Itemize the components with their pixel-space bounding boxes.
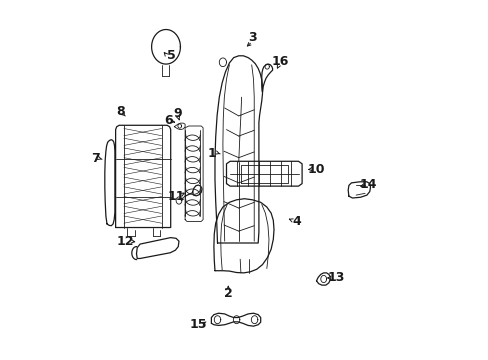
Text: 12: 12 bbox=[117, 235, 134, 248]
Text: 2: 2 bbox=[224, 287, 232, 300]
Text: 15: 15 bbox=[189, 318, 207, 331]
Text: 8: 8 bbox=[116, 105, 124, 118]
Text: 6: 6 bbox=[163, 114, 172, 127]
Text: 5: 5 bbox=[167, 49, 176, 62]
Text: 16: 16 bbox=[270, 55, 288, 68]
Text: 11: 11 bbox=[167, 190, 184, 203]
Text: 10: 10 bbox=[307, 163, 325, 176]
Text: 9: 9 bbox=[173, 107, 182, 120]
Text: 1: 1 bbox=[207, 147, 216, 159]
Text: 3: 3 bbox=[247, 31, 256, 44]
Text: 13: 13 bbox=[327, 271, 344, 284]
Text: 4: 4 bbox=[292, 215, 301, 228]
Text: 14: 14 bbox=[359, 178, 377, 191]
Text: 7: 7 bbox=[91, 152, 99, 165]
